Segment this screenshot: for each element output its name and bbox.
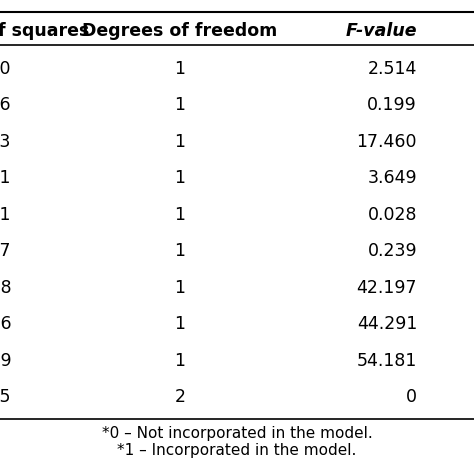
Text: 0.070: 0.070: [0, 60, 11, 78]
Text: 1: 1: [174, 352, 186, 370]
Text: 0.028: 0.028: [368, 206, 417, 224]
Text: 0.055: 0.055: [0, 388, 11, 406]
Text: 0.199: 0.199: [367, 96, 417, 114]
Text: 0.483: 0.483: [0, 133, 11, 151]
Text: 1.226: 1.226: [0, 315, 12, 333]
Text: 1: 1: [174, 60, 186, 78]
Text: 17.460: 17.460: [356, 133, 417, 151]
Text: *0 – Not incorporated in the model.: *0 – Not incorporated in the model.: [101, 426, 373, 441]
Text: 0.239: 0.239: [367, 242, 417, 260]
Text: 3.649: 3.649: [367, 169, 417, 187]
Text: 42.197: 42.197: [356, 279, 417, 297]
Text: 1: 1: [174, 315, 186, 333]
Text: m of squares: m of squares: [0, 22, 90, 40]
Text: 0.001: 0.001: [0, 206, 11, 224]
Text: 1: 1: [174, 133, 186, 151]
Text: 1: 1: [174, 279, 186, 297]
Text: 1: 1: [174, 206, 186, 224]
Text: 1: 1: [174, 96, 186, 114]
Text: 2.514: 2.514: [368, 60, 417, 78]
Text: 0.101: 0.101: [0, 169, 11, 187]
Text: 1: 1: [174, 169, 186, 187]
Text: 44.291: 44.291: [357, 315, 417, 333]
Text: Degrees of freedom: Degrees of freedom: [82, 22, 278, 40]
Text: 1: 1: [174, 242, 186, 260]
Text: 0: 0: [406, 388, 417, 406]
Text: 1.168: 1.168: [0, 279, 12, 297]
Text: *1 – Incorporated in the model.: *1 – Incorporated in the model.: [117, 443, 357, 458]
Text: 1.499: 1.499: [0, 352, 12, 370]
Text: 0.007: 0.007: [0, 242, 11, 260]
Text: 54.181: 54.181: [357, 352, 417, 370]
Text: F-value: F-value: [346, 22, 417, 40]
Text: 2: 2: [174, 388, 186, 406]
Text: 0.006: 0.006: [0, 96, 12, 114]
